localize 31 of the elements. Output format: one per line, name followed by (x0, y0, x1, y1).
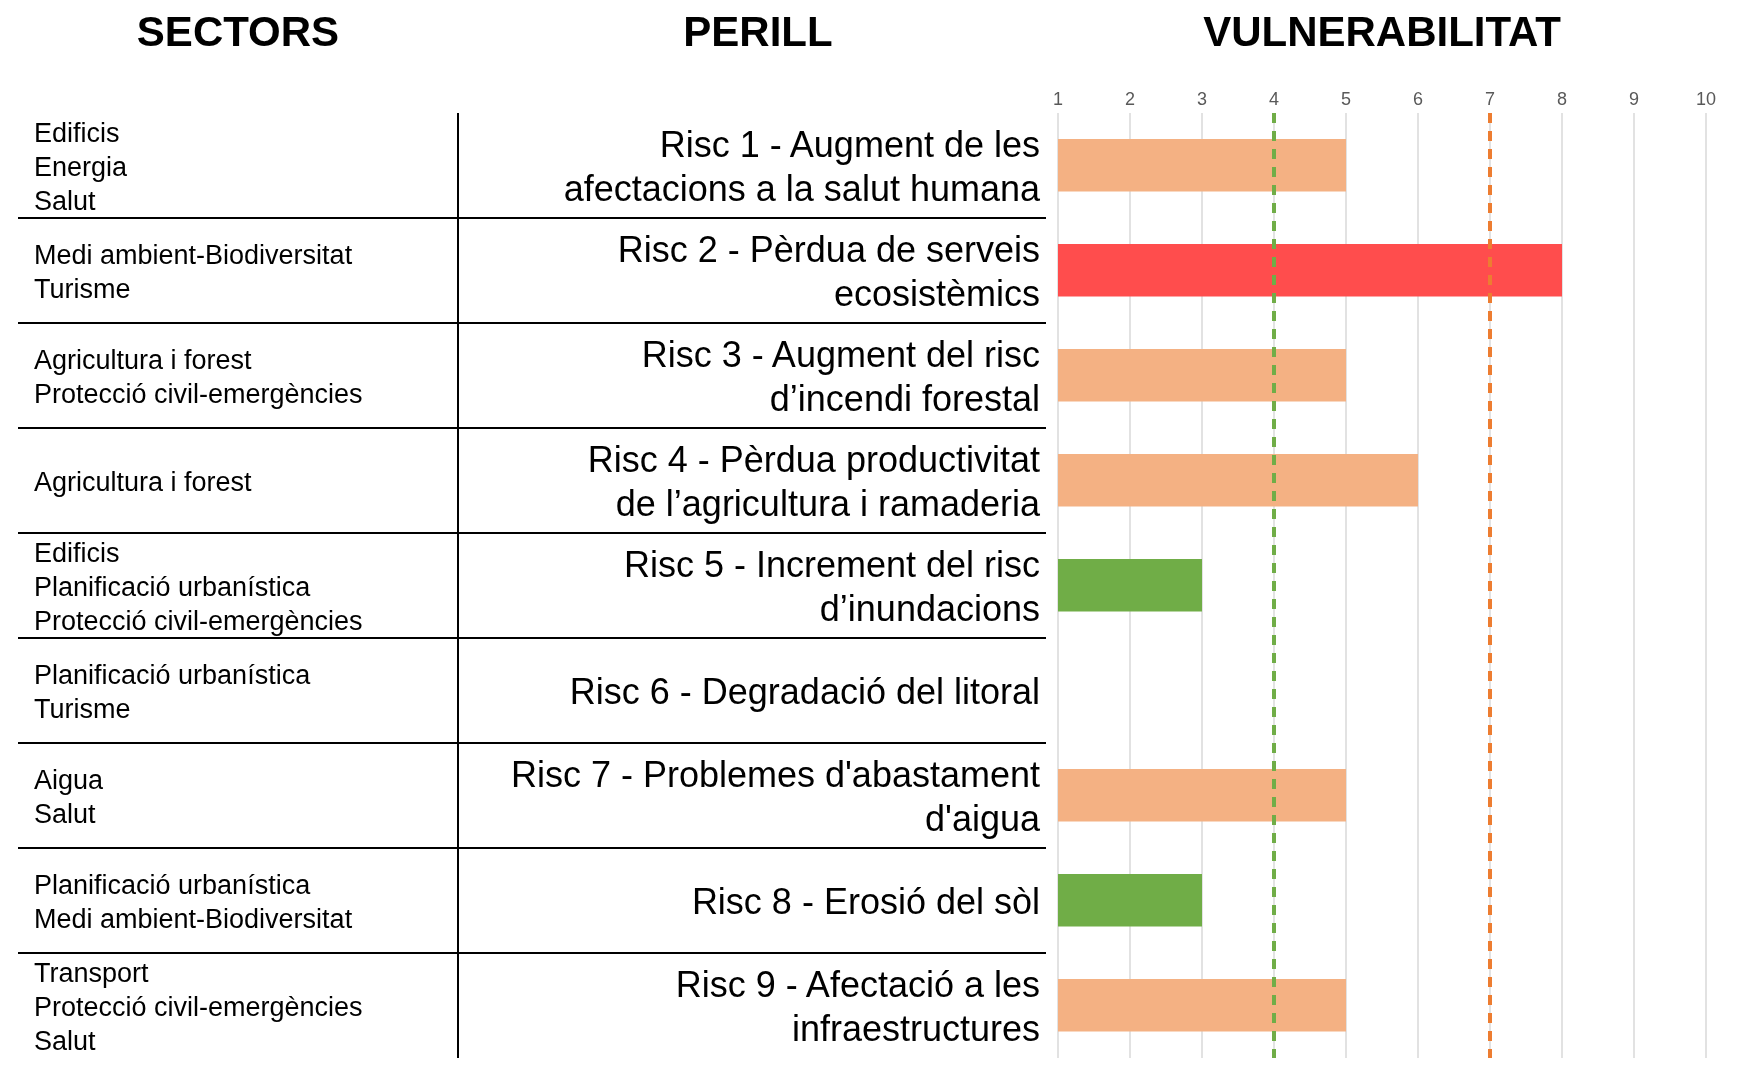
x-tick-label: 4 (1268, 89, 1280, 109)
x-tick-label: 3 (1196, 89, 1208, 109)
x-tick-label: 6 (1412, 89, 1424, 109)
y-tick-label: Risc 8 - Erosió del sòl (691, 880, 1040, 922)
text: Agricultura i forest (34, 466, 253, 497)
x-tick-label: 9 (1628, 89, 1640, 109)
y-tick-label: Risc 7 - Problemes d'abastament d'aigua (510, 753, 1041, 839)
x-tick-label: 7 (1484, 89, 1496, 109)
y-tick-label: Risc 6 - Degradació del litoral (569, 670, 1040, 712)
text: Agricultura i forest Protecció civil-emergències (34, 344, 363, 409)
text: Aigua Salut (34, 764, 105, 829)
x-tick-label: 1 (1052, 89, 1064, 109)
x-axis-title: VULNERABILITAT (1202, 8, 1562, 56)
y-tick-label: Risc 4 - Pèrdua productivitat de l’agricultura i ramaderia (587, 438, 1041, 524)
text: Medi ambient-Biodiversitat Turisme (34, 239, 353, 304)
text: Planificació urbanística Medi ambient-Biodiversitat (34, 869, 353, 934)
x-tick-label: 10 (1695, 89, 1717, 109)
text: Transport Protecció civil-emergències Salut (34, 957, 363, 1056)
y-tick-label: Risc 9 - Afectació a les infraestructures (675, 963, 1040, 1049)
text: Edificis Energia Salut (34, 117, 129, 216)
text: Planificació urbanística Turisme (34, 659, 312, 724)
text: Edificis Planificació urbanística Protecció civil-emergències (34, 537, 363, 636)
y-tick-label: Risc 5 - Increment del risc d’inundacions (623, 543, 1040, 629)
x-tick-label: 8 (1556, 89, 1568, 109)
y-tick-label: Risc 2 - Pèrdua de serveis ecosistèmics (617, 228, 1040, 314)
y-tick-label: Risc 1 - Augment de les afectacions a la salut humana (563, 123, 1041, 209)
x-tick-label: 2 (1124, 89, 1136, 109)
y-tick-label: Risc 3 - Augment del risc d’incendi forestal (641, 333, 1040, 419)
y-axis-title: PERILL (682, 8, 834, 56)
text: SECTORS (135, 8, 341, 56)
x-tick-label: 5 (1340, 89, 1352, 109)
